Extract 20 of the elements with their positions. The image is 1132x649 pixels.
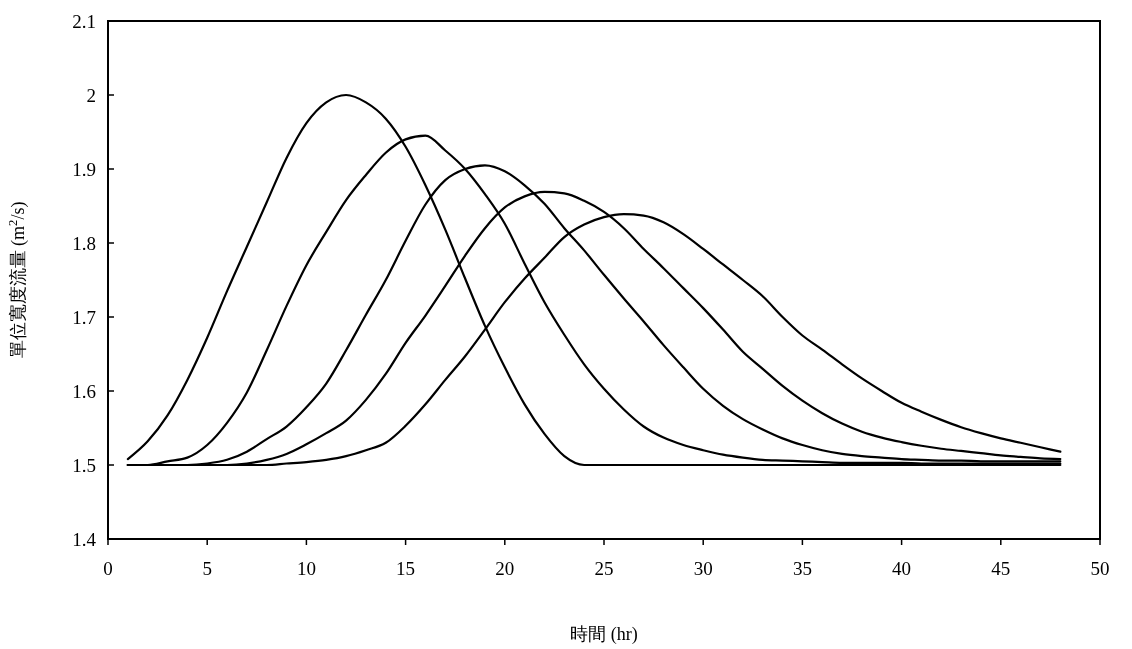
y-tick-label: 2 [86,84,96,106]
x-tick-label: 5 [202,558,212,579]
y-tick-label: 1.7 [72,306,96,328]
x-tick-label: 0 [103,558,113,579]
x-tick-label: 25 [594,558,614,579]
x-axis-title: 時間 (hr) [570,624,638,645]
y-tick-label: 1.4 [72,528,97,550]
x-tick-label: 15 [396,558,416,579]
x-tick-label: 40 [892,558,912,579]
y-tick-label: 1.9 [72,158,96,180]
y-tick-label: 1.8 [72,232,96,254]
y-tick-label: 1.5 [72,454,96,476]
x-tick-label: 30 [693,558,713,579]
x-tick-label: 10 [296,558,316,579]
y-tick-label: 2.1 [72,10,96,32]
x-tick-label: 35 [792,558,812,579]
y-tick-label: 1.6 [72,380,96,402]
x-tick-label: 45 [991,558,1011,579]
x-tick-label: 20 [495,558,515,579]
x-tick-label: 50 [1090,558,1110,579]
